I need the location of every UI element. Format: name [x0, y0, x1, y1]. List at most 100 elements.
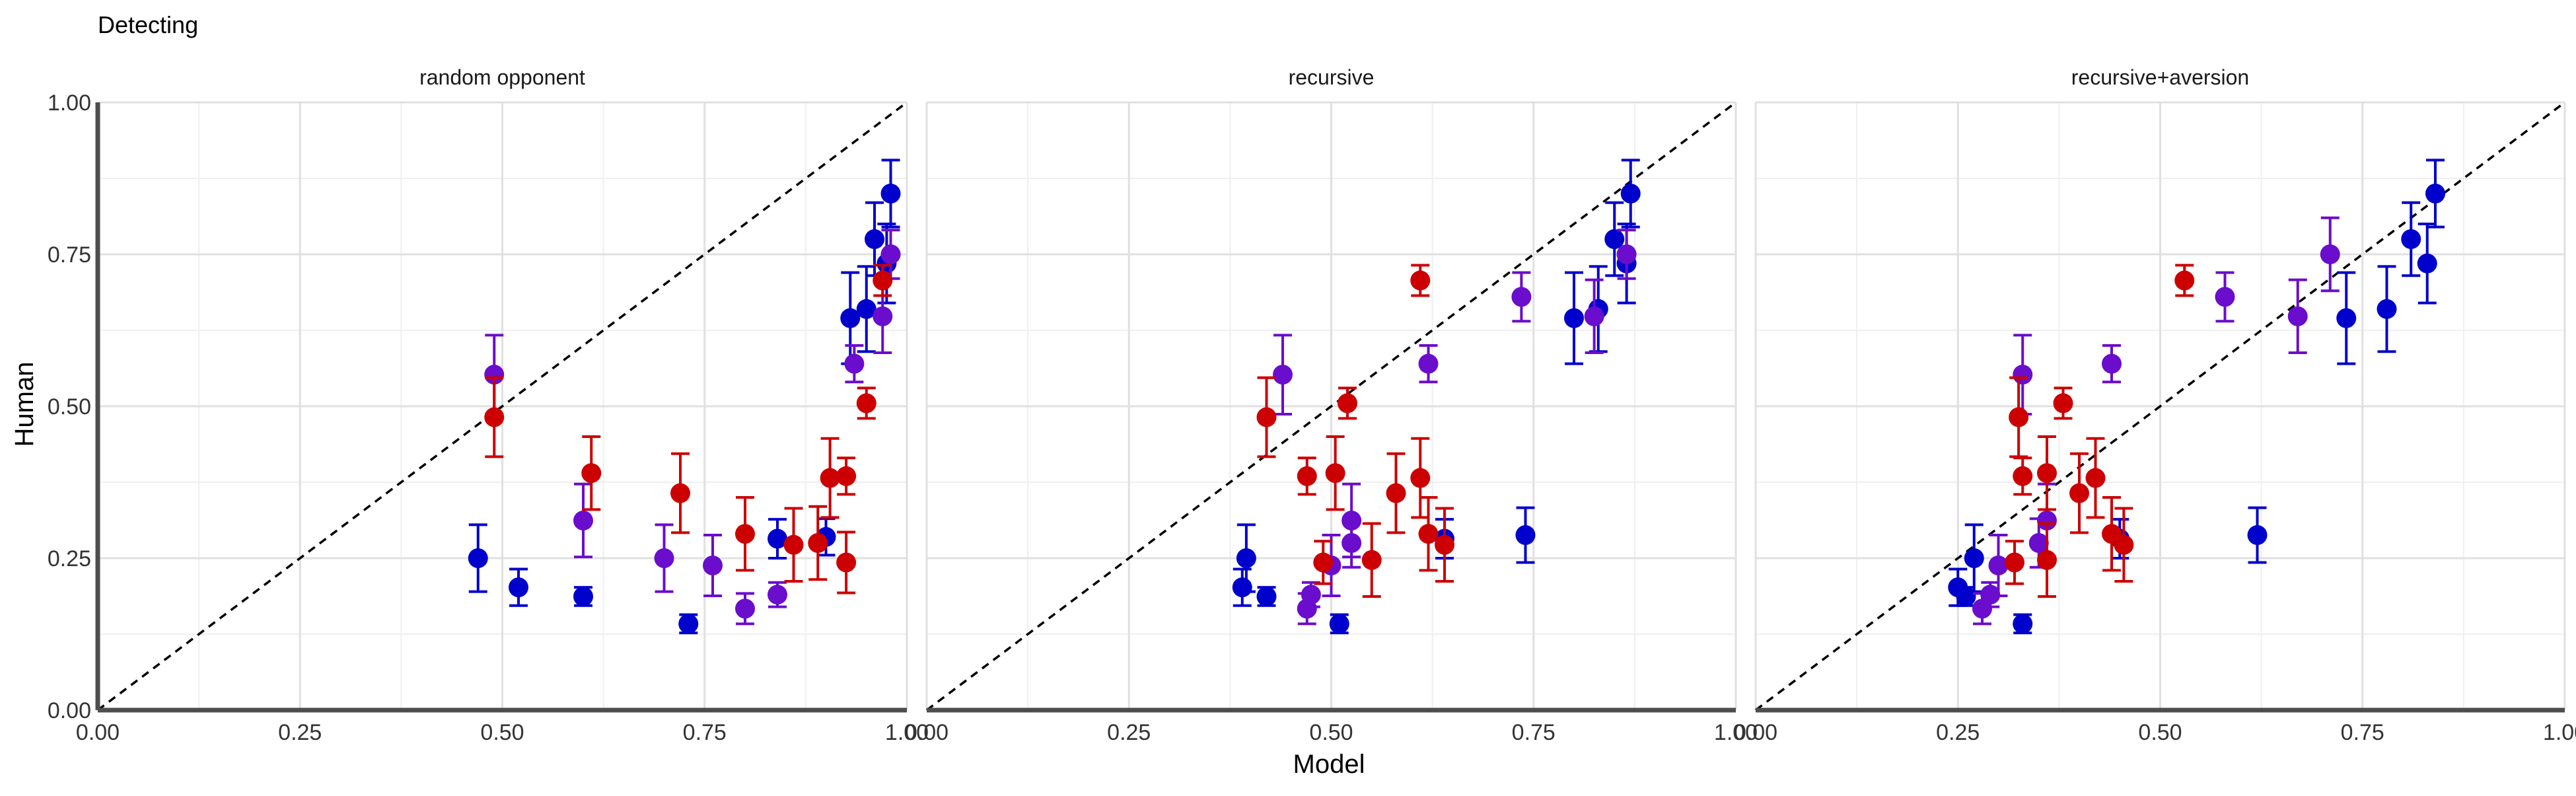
data-point — [844, 353, 865, 374]
data-point — [1256, 586, 1277, 606]
data-point-group — [880, 159, 901, 229]
reference-line — [925, 101, 1737, 711]
x-tick-label: 0.25 — [1936, 720, 1980, 745]
y-tick-label: 1.00 — [48, 90, 91, 116]
y-axis-title: Human — [10, 362, 39, 447]
data-point-group — [856, 265, 877, 353]
data-point — [1338, 393, 1357, 414]
data-point-group — [2336, 271, 2357, 365]
data-point — [581, 463, 602, 484]
data-point-group — [468, 523, 488, 593]
data-point-group — [1564, 271, 1584, 365]
data-point — [1342, 533, 1362, 553]
panel-title: random opponent — [419, 65, 585, 89]
data-point-group — [783, 507, 804, 583]
data-point-group — [703, 534, 723, 598]
data-point — [2009, 407, 2029, 427]
data-point — [1386, 483, 1406, 503]
data-point-group — [573, 586, 593, 607]
data-point-group — [844, 344, 865, 384]
data-point-group — [2377, 265, 2397, 353]
data-point — [703, 556, 723, 576]
data-point — [768, 528, 787, 549]
data-point-group — [2320, 216, 2340, 293]
data-point-group — [1410, 437, 1431, 519]
data-point-group — [1329, 613, 1349, 635]
data-point-group — [2005, 540, 2024, 585]
data-point-group — [840, 271, 861, 365]
data-point-group — [2174, 264, 2195, 297]
data-point — [1511, 287, 1532, 307]
data-point — [880, 184, 901, 203]
data-point-group — [1418, 496, 1439, 572]
data-point — [573, 586, 593, 606]
data-point-group — [2013, 334, 2033, 416]
data-point-group — [2215, 271, 2235, 323]
data-point-group — [1386, 452, 1406, 534]
y-tick-label: 0.25 — [48, 546, 91, 571]
data-point-group — [484, 376, 505, 458]
data-point-group — [1515, 506, 1536, 564]
panel-title: recursive — [1289, 65, 1375, 89]
data-point — [1329, 614, 1349, 634]
data-point-group — [1338, 386, 1357, 420]
panel-2: recursive+aversion 0.00 0.25 0.50 0.75 1.00 — [1734, 65, 2576, 745]
data-point-group — [2247, 506, 2268, 564]
data-point — [1301, 585, 1321, 605]
x-tick-label: 0.50 — [480, 720, 524, 745]
data-point — [1418, 524, 1439, 544]
data-point-group — [1313, 540, 1334, 585]
data-point — [2336, 308, 2357, 328]
data-point — [2013, 466, 2033, 486]
data-point — [670, 483, 690, 503]
x-tick-label: 1.00 — [885, 720, 929, 745]
data-point-group — [2053, 386, 2073, 420]
data-point-group — [1435, 507, 1454, 583]
data-point-group — [768, 518, 787, 560]
data-point-group — [1410, 264, 1431, 297]
data-point — [1584, 306, 1604, 326]
data-point — [2053, 393, 2073, 414]
data-point — [856, 393, 877, 414]
data-point-group — [2425, 159, 2445, 229]
data-point-group — [1256, 376, 1277, 458]
data-point — [808, 533, 828, 553]
data-point — [2085, 468, 2106, 488]
data-point-group — [1361, 522, 1382, 598]
data-point — [2320, 244, 2340, 264]
data-point-group — [873, 264, 893, 297]
data-point-group — [880, 229, 901, 280]
y-tick-label: 0.75 — [48, 242, 91, 268]
data-point — [2037, 550, 2057, 570]
data-point — [2377, 299, 2397, 319]
data-point — [2215, 287, 2235, 307]
data-point — [1256, 407, 1277, 427]
data-point — [1564, 308, 1584, 328]
data-point — [1435, 534, 1454, 555]
data-point-group — [654, 523, 674, 593]
data-point — [836, 466, 857, 486]
data-point — [2028, 533, 2049, 553]
data-point-group — [670, 452, 690, 534]
y-tick-label: 0.50 — [48, 394, 91, 419]
data-point — [1273, 365, 1293, 385]
data-point — [1410, 270, 1431, 291]
data-point — [484, 407, 505, 427]
data-point-group — [1980, 581, 2001, 608]
x-tick-label: 0.75 — [1512, 720, 1556, 745]
data-point-group — [2037, 522, 2057, 598]
data-point — [1297, 466, 1317, 486]
data-point — [1616, 244, 1637, 264]
data-point-group — [1956, 586, 1976, 607]
data-point-group — [1418, 344, 1439, 384]
data-point-group — [2417, 223, 2437, 305]
data-point — [783, 534, 804, 555]
data-point-group — [1297, 456, 1317, 496]
data-point — [880, 244, 901, 264]
data-point-group — [820, 437, 840, 519]
data-point — [1236, 548, 1256, 568]
x-axis-title: Model — [1293, 750, 1365, 779]
data-point-group — [1616, 229, 1637, 280]
